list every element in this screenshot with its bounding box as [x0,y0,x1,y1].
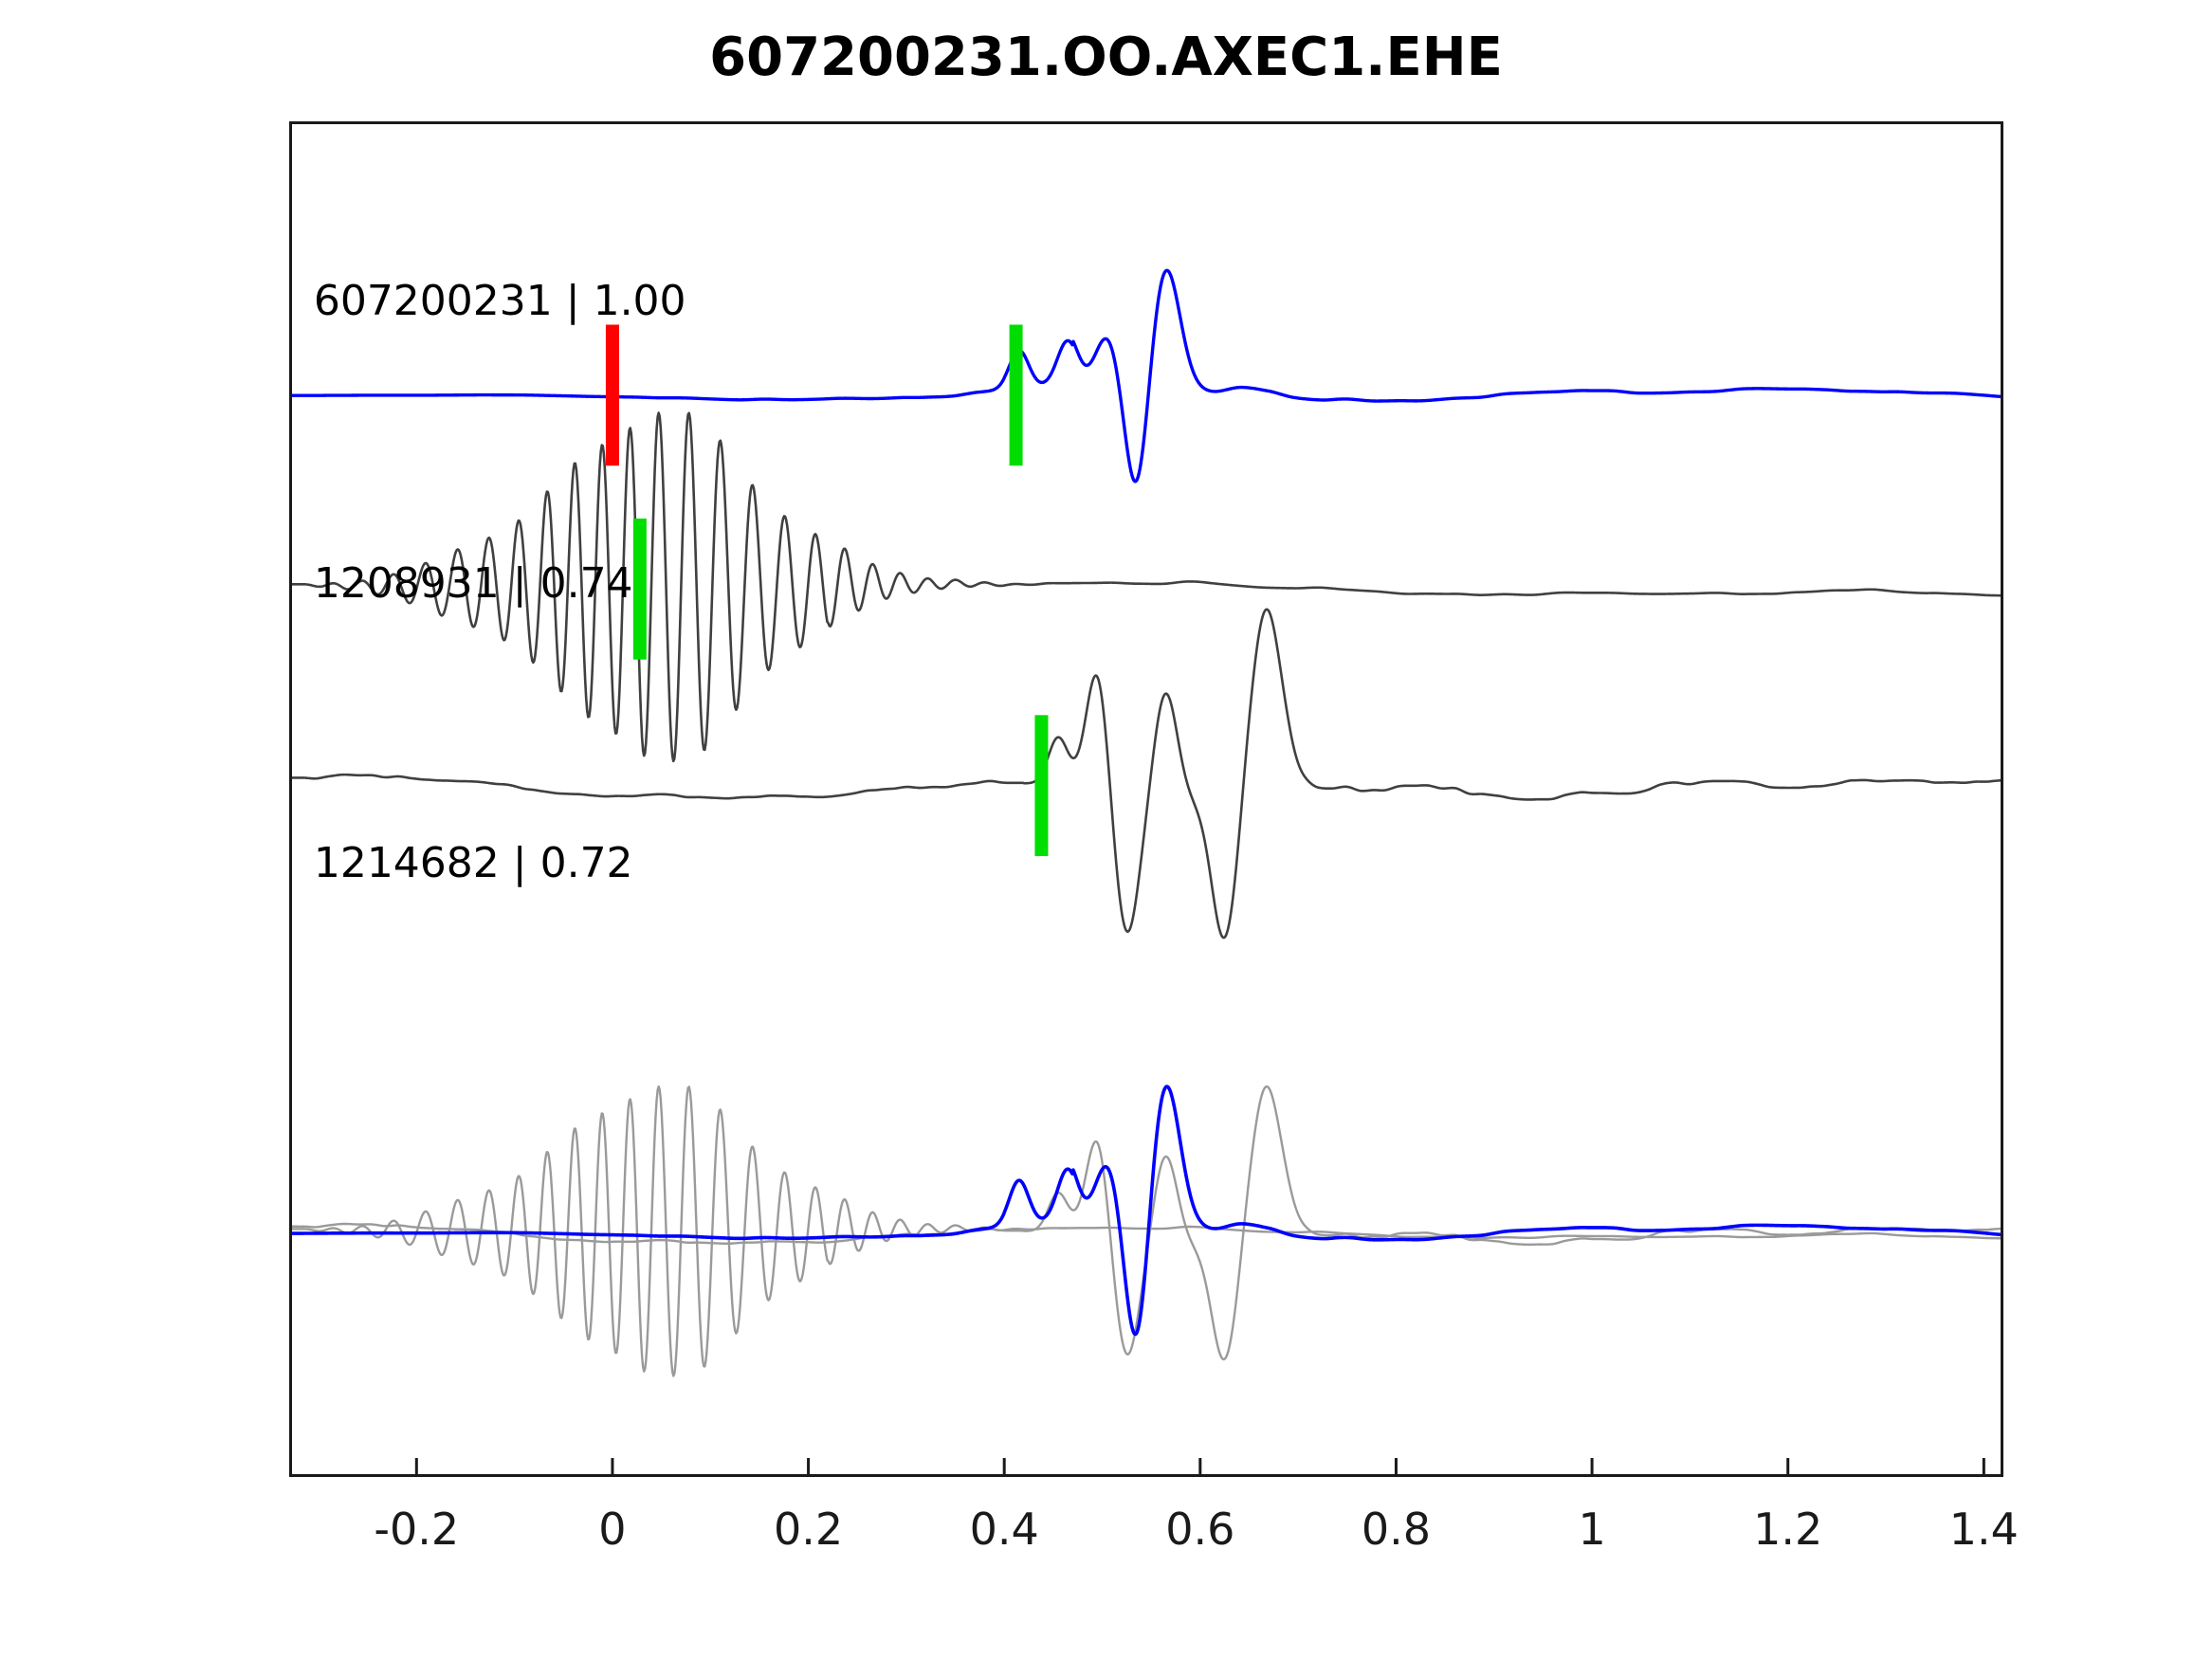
detection-pick-marker-607200231 [1009,324,1023,466]
trace-label-1214682: 1214682 | 0.72 [313,839,633,887]
waveform-canvas [289,121,2003,1477]
page-title: 607200231.OO.AXEC1.EHE [709,27,1503,88]
overlay-trace-1208931 [289,1085,2003,1377]
x-tick-label-8: 1.4 [1948,1504,2019,1555]
x-tick-label-7: 1.2 [1753,1504,1823,1555]
detection-trace-1208931 [289,411,2003,763]
detection-trace-1214682 [289,608,2003,939]
template-trace-607200231 [289,268,2003,483]
template-pick-marker-607200231 [605,324,619,466]
trace-label-1208931: 1208931 | 0.74 [313,559,633,608]
x-tick-label-2: 0.2 [773,1504,844,1555]
x-tick-label-6: 1 [1578,1504,1606,1555]
x-tick-label-4: 0.6 [1165,1504,1235,1555]
x-tick-label-0: -0.2 [374,1504,460,1555]
axis-frame [289,121,2003,1477]
x-tick-label-3: 0.4 [969,1504,1039,1555]
overlay-trace-607200231 [289,1085,2003,1337]
x-tick-label-1: 0 [598,1504,627,1555]
x-axis-ticks [414,1458,1985,1477]
detection-pick-marker-1208931 [632,518,647,660]
trace-label-607200231: 607200231 | 1.00 [313,277,686,325]
plot-area [289,121,2003,1477]
axes-spines [289,121,2003,1477]
x-tick-label-5: 0.8 [1361,1504,1432,1555]
traces-group [289,268,2003,1377]
pick-markers-group [605,324,1049,857]
detection-pick-marker-1214682 [1034,715,1049,857]
